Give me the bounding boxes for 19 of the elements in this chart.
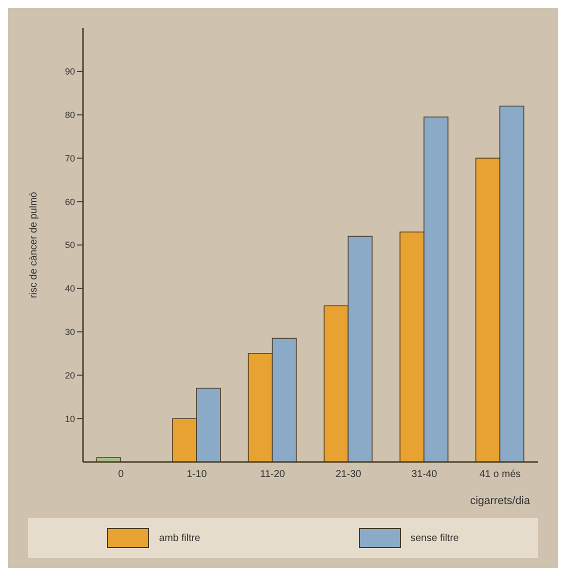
y-tick-label: 50	[64, 240, 75, 250]
x-tick-label: 1-10	[186, 469, 208, 480]
y-tick-label: 60	[64, 196, 75, 207]
x-tick-label: 31-40	[411, 469, 438, 480]
y-tick-label: 10	[64, 414, 75, 424]
x-tick-label: 21-30	[336, 469, 362, 480]
x-tick-label: 0	[118, 469, 124, 480]
y-tick-label: 90	[64, 66, 75, 77]
y-tick-label: 40	[64, 284, 75, 294]
legend-label: amb filtre	[159, 532, 200, 544]
legend-label: sense filtre	[410, 532, 459, 544]
y-tick-label: 30	[64, 326, 75, 337]
y-tick-label: 20	[64, 370, 75, 380]
x-axis-title: cigarrets/dia	[470, 495, 531, 507]
y-axis-title: risc de càncer de pulmó	[28, 191, 40, 298]
x-tick-label: 11-20	[260, 469, 286, 480]
y-tick-label: 80	[64, 110, 75, 120]
y-tick-label: 70	[64, 153, 75, 164]
x-tick-label: 41 o més	[480, 469, 521, 480]
